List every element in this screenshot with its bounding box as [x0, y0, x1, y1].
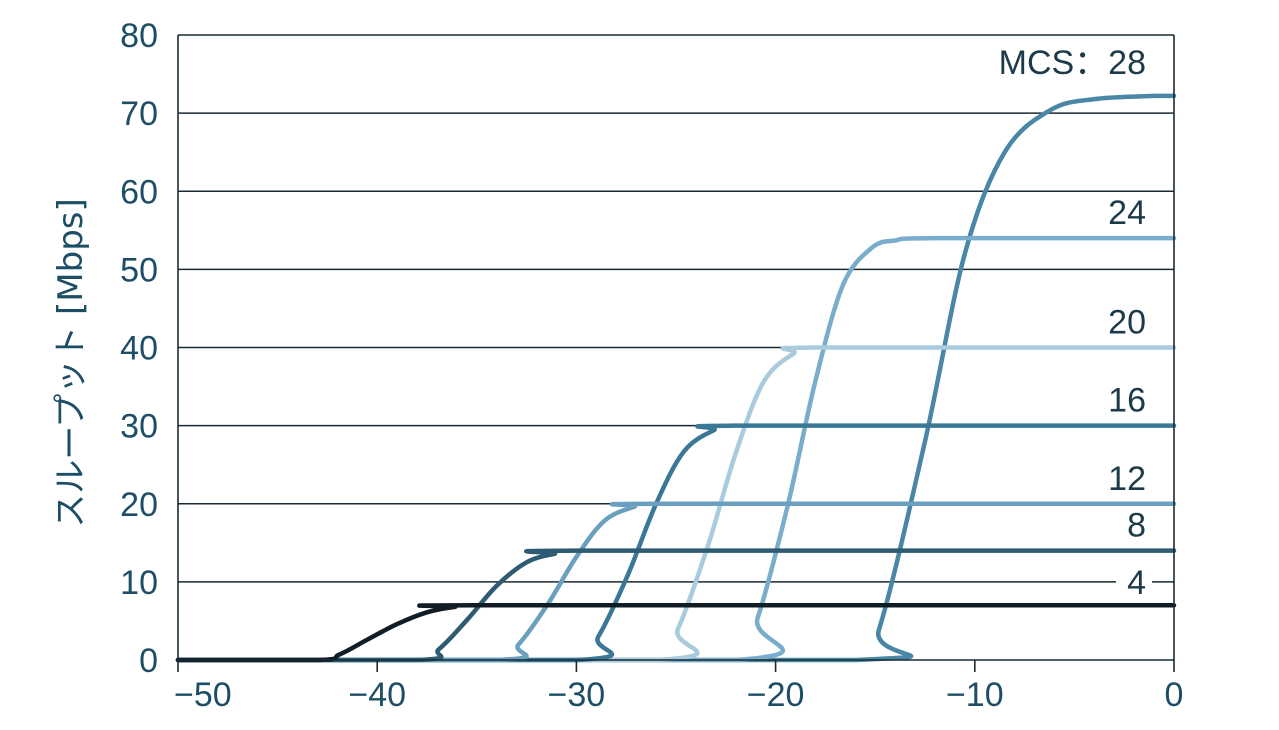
y-tick-label-40: 40 — [120, 330, 158, 368]
series-curves — [175, 93, 1177, 663]
y-tick-label-0: 0 — [139, 642, 158, 680]
series-label-mcs-24: 24 — [1108, 194, 1146, 232]
series-label-mcs-20: 20 — [1108, 304, 1146, 342]
series-label-mcs-4: 4 — [1127, 564, 1146, 602]
y-tick-label-50: 50 — [120, 251, 158, 289]
axes — [177, 34, 1175, 672]
x-tick-label-1: −40 — [348, 676, 406, 714]
series-line-mcs-28 — [175, 93, 1177, 663]
y-axis-label: スループット [Mbps] — [51, 198, 91, 528]
series-line-mcs-4 — [175, 603, 1177, 663]
x-tick-label-3: −20 — [747, 676, 805, 714]
gridlines — [178, 112, 1174, 583]
series-line-mcs-24 — [175, 235, 1177, 663]
series-label-mcs-16: 16 — [1108, 382, 1146, 420]
series-label-mcs-28: MCS：28 — [999, 44, 1146, 82]
y-tick-label-30: 30 — [120, 408, 158, 446]
series-labels: 4 8 12 16 20 24 MCS：28 — [999, 44, 1152, 602]
label-background-mcs-4 — [1116, 559, 1152, 600]
series-label-mcs-12: 12 — [1108, 460, 1146, 498]
y-tick-labels: 0 10 20 30 40 50 60 70 80 — [120, 17, 158, 680]
y-tick-label-20: 20 — [120, 486, 158, 524]
x-tick-label-2: −30 — [548, 676, 606, 714]
x-tick-labels: −50 −40 −30 −20 −10 0 — [174, 676, 1183, 714]
x-tick-label-5: 0 — [1165, 676, 1184, 714]
series-label-mcs-8: 8 — [1127, 507, 1146, 545]
y-tick-label-70: 70 — [120, 95, 158, 133]
y-tick-label-10: 10 — [120, 564, 158, 602]
x-tick-label-4: −10 — [946, 676, 1004, 714]
y-tick-label-80: 80 — [120, 17, 158, 55]
y-tick-label-60: 60 — [120, 173, 158, 211]
series-line-mcs-16 — [175, 423, 1177, 663]
x-tick-label-first: −50 — [174, 676, 232, 714]
